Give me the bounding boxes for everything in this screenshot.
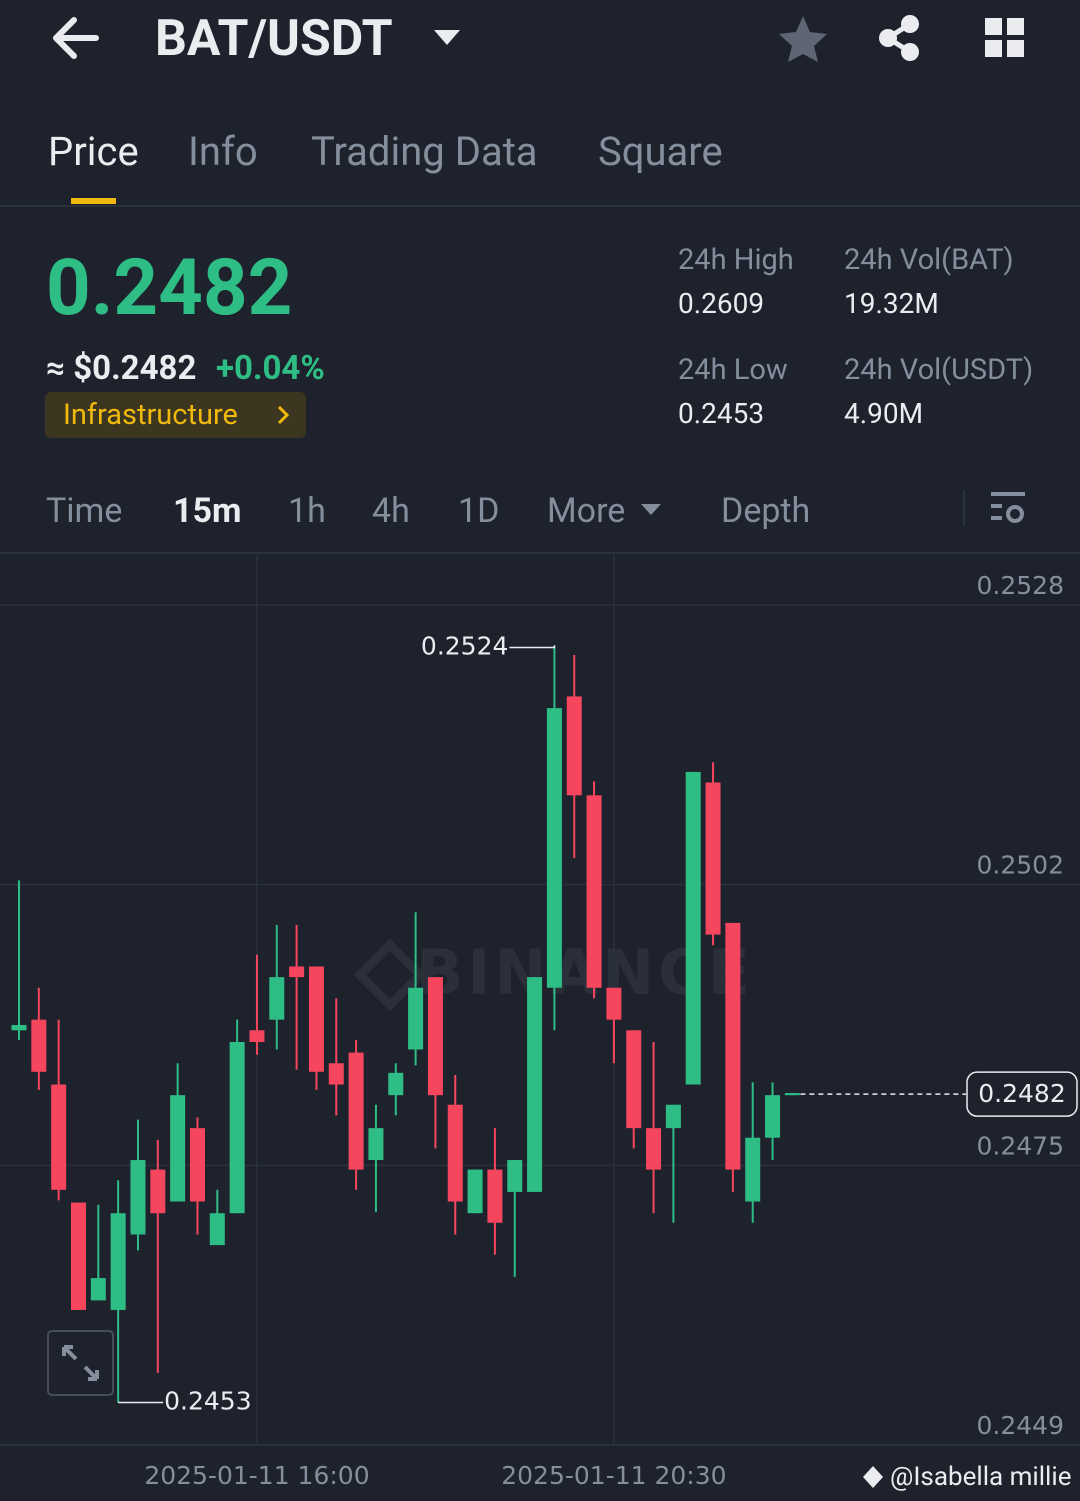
candle-body bbox=[308, 966, 324, 1072]
candle-body bbox=[427, 977, 443, 1096]
tag-chip[interactable] bbox=[45, 392, 306, 438]
stat-label: 24h Vol(USDT) bbox=[844, 353, 1034, 387]
stat-value: 0.2609 bbox=[678, 287, 765, 320]
interval-tab[interactable]: Depth bbox=[721, 491, 811, 531]
chevron-icon bbox=[277, 405, 290, 425]
back-icon[interactable] bbox=[53, 17, 99, 59]
expand-icon bbox=[62, 1345, 99, 1381]
candle-body bbox=[90, 1278, 106, 1301]
footer-credit: @Isabella millie bbox=[890, 1462, 1072, 1492]
candle-body bbox=[606, 987, 622, 1020]
last-price: 0.2482 bbox=[46, 243, 293, 334]
stat-label: 24h High bbox=[678, 243, 794, 277]
favorite-icon[interactable] bbox=[779, 16, 827, 62]
candle-body bbox=[249, 1030, 265, 1043]
more-dropdown-icon[interactable] bbox=[641, 504, 661, 515]
fiat-price: ≈ $0.2482 bbox=[46, 349, 197, 388]
candle-body bbox=[784, 1093, 800, 1096]
candle-body bbox=[11, 1024, 27, 1031]
candle-body bbox=[170, 1095, 186, 1202]
price-change: +0.04% bbox=[216, 349, 325, 388]
candle-body bbox=[189, 1128, 205, 1202]
tab[interactable]: Price bbox=[48, 128, 139, 175]
candle-body bbox=[685, 771, 701, 1085]
grid-icon[interactable] bbox=[985, 18, 1024, 57]
candle-body bbox=[51, 1084, 67, 1190]
high-label: 0.2524 bbox=[421, 632, 508, 661]
divider bbox=[0, 205, 1080, 207]
candle-body bbox=[31, 1019, 47, 1072]
candle-body bbox=[546, 708, 562, 988]
interval-tab[interactable]: 15m bbox=[173, 491, 242, 531]
stat-value: 19.32M bbox=[844, 287, 939, 320]
candle-body bbox=[289, 966, 305, 978]
candle-body bbox=[487, 1169, 503, 1223]
candle-body bbox=[507, 1160, 523, 1192]
watermark: BINANCE bbox=[416, 936, 754, 1009]
candle-body bbox=[566, 696, 582, 796]
candle-body bbox=[765, 1095, 781, 1138]
share-icon[interactable] bbox=[879, 15, 919, 61]
interval-tab[interactable]: Time bbox=[46, 491, 123, 531]
chart-settings-icon[interactable] bbox=[991, 492, 1025, 523]
stat-value: 0.2453 bbox=[678, 397, 765, 430]
candle-body bbox=[368, 1128, 384, 1161]
candle-body bbox=[269, 977, 285, 1020]
tag-label[interactable]: Infrastructure bbox=[63, 398, 238, 432]
active-tab-indicator bbox=[71, 198, 116, 204]
candle-body bbox=[646, 1128, 662, 1170]
tab[interactable]: Trading Data bbox=[311, 128, 538, 175]
candle-body bbox=[626, 1030, 642, 1129]
candle-body bbox=[745, 1137, 761, 1202]
divider bbox=[0, 552, 1080, 554]
y-tick-label: 0.2475 bbox=[977, 1131, 1064, 1160]
last-price-box bbox=[966, 1071, 1078, 1117]
candle-body bbox=[348, 1052, 364, 1170]
footer-logo bbox=[863, 1466, 883, 1488]
y-tick-label: 0.2449 bbox=[977, 1411, 1064, 1440]
candle-body bbox=[467, 1169, 483, 1214]
expand-button[interactable] bbox=[47, 1330, 114, 1396]
separator bbox=[963, 490, 965, 526]
interval-tab[interactable]: 1h bbox=[288, 491, 326, 531]
low-label: 0.2453 bbox=[164, 1386, 251, 1415]
y-tick-label: 0.2528 bbox=[977, 571, 1064, 600]
x-tick-label: 2025-01-11 20:30 bbox=[501, 1461, 726, 1490]
stat-value: 4.90M bbox=[844, 397, 924, 430]
candle-body bbox=[705, 782, 721, 935]
tab[interactable]: Square bbox=[598, 128, 723, 175]
candle-body bbox=[209, 1213, 225, 1246]
candle-body bbox=[150, 1169, 166, 1214]
candle-body bbox=[586, 795, 602, 988]
watermark-logo bbox=[353, 938, 427, 1012]
candle-body bbox=[388, 1072, 404, 1096]
candle-body bbox=[328, 1063, 344, 1085]
x-tick-label: 2025-01-11 16:00 bbox=[144, 1461, 369, 1490]
last-price-label: 0.2482 bbox=[978, 1079, 1065, 1108]
pair-title[interactable]: BAT/USDT bbox=[155, 10, 393, 68]
interval-tab[interactable]: 4h bbox=[372, 491, 410, 531]
stat-label: 24h Low bbox=[678, 353, 788, 387]
high-leader bbox=[509, 645, 556, 649]
candle-body bbox=[408, 987, 424, 1050]
candle-body bbox=[130, 1160, 146, 1235]
candle-body bbox=[527, 977, 543, 1192]
candle-body bbox=[110, 1213, 126, 1310]
candle-body bbox=[70, 1202, 86, 1310]
stat-label: 24h Vol(BAT) bbox=[844, 243, 1014, 277]
y-tick-label: 0.2502 bbox=[977, 851, 1064, 880]
pair-dropdown-icon[interactable] bbox=[434, 30, 460, 45]
candle-body bbox=[725, 922, 741, 1170]
candle-body bbox=[447, 1104, 463, 1202]
candle-body bbox=[665, 1104, 681, 1129]
tab[interactable]: Info bbox=[188, 128, 258, 175]
candle-body bbox=[229, 1042, 245, 1214]
interval-tab[interactable]: 1D bbox=[458, 491, 500, 531]
interval-tab[interactable]: More bbox=[547, 491, 626, 531]
